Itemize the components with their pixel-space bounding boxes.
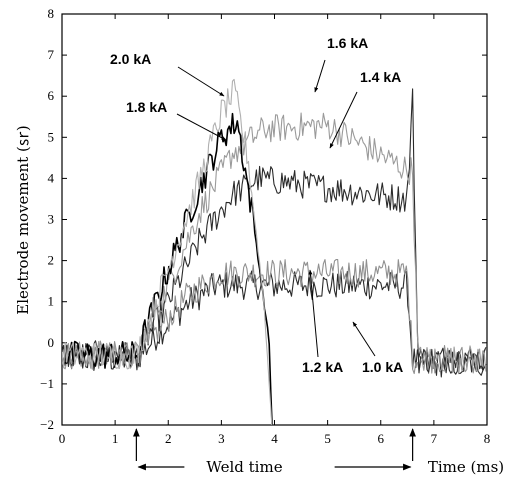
annotation-arrow (314, 59, 326, 93)
x-tick-label: 3 (218, 431, 225, 446)
annotation-arrow (352, 321, 376, 357)
y-tick-label: −2 (40, 417, 54, 432)
x-tick-label: 2 (165, 431, 172, 446)
y-tick-label: −1 (40, 376, 54, 391)
annotations-group: 2.0 kA 1.8 kA 1.6 kA 1.4 kA 1.2 kA 1.0 kA (110, 35, 403, 375)
x-tick-label: 6 (378, 431, 385, 446)
x-axis-label: Time (ms) (428, 458, 504, 476)
y-tick-label: 8 (48, 6, 55, 21)
annotation-label: 1.0 kA (362, 359, 403, 375)
annotation-label: 1.4 kA (360, 69, 401, 85)
y-tick-label: 5 (48, 129, 55, 144)
x-axis-ticks: 0 1 2 3 4 5 6 7 8 (59, 14, 491, 446)
y-tick-label: 7 (48, 47, 55, 62)
series-line-2_0-kA (62, 78, 273, 425)
x-tick-label: 5 (324, 431, 331, 446)
series-line-1_6-kA (62, 112, 487, 375)
y-tick-label: 6 (48, 88, 55, 103)
y-axis-label: Electrode movement (㏛) (14, 125, 32, 314)
series-group (62, 78, 487, 425)
x-tick-label: 4 (271, 431, 278, 446)
y-tick-label: 3 (48, 212, 55, 227)
annotation-arrow (176, 113, 227, 141)
y-axis-ticks: −2 −1 0 1 2 3 4 5 6 7 8 (40, 6, 487, 432)
y-tick-label: 2 (48, 253, 55, 268)
weld-time-indicator: Weld time Time (ms) (133, 428, 504, 476)
weld-time-label: Weld time (206, 458, 282, 476)
y-tick-label: 4 (48, 170, 55, 185)
x-tick-label: 0 (59, 431, 66, 446)
annotation-arrow (177, 66, 225, 97)
annotation-label: 2.0 kA (110, 51, 151, 67)
annotation-label: 1.6 kA (327, 35, 368, 51)
annotation-arrow (329, 91, 358, 149)
x-tick-label: 7 (431, 431, 438, 446)
x-tick-label: 1 (112, 431, 119, 446)
y-tick-label: 0 (48, 335, 55, 350)
annotation-arrow (308, 269, 319, 358)
annotation-label: 1.8 kA (126, 99, 167, 115)
y-tick-label: 1 (48, 294, 55, 309)
annotation-label: 1.2 kA (302, 359, 343, 375)
series-line-1_8-kA (62, 112, 273, 425)
x-tick-label: 8 (484, 431, 491, 446)
